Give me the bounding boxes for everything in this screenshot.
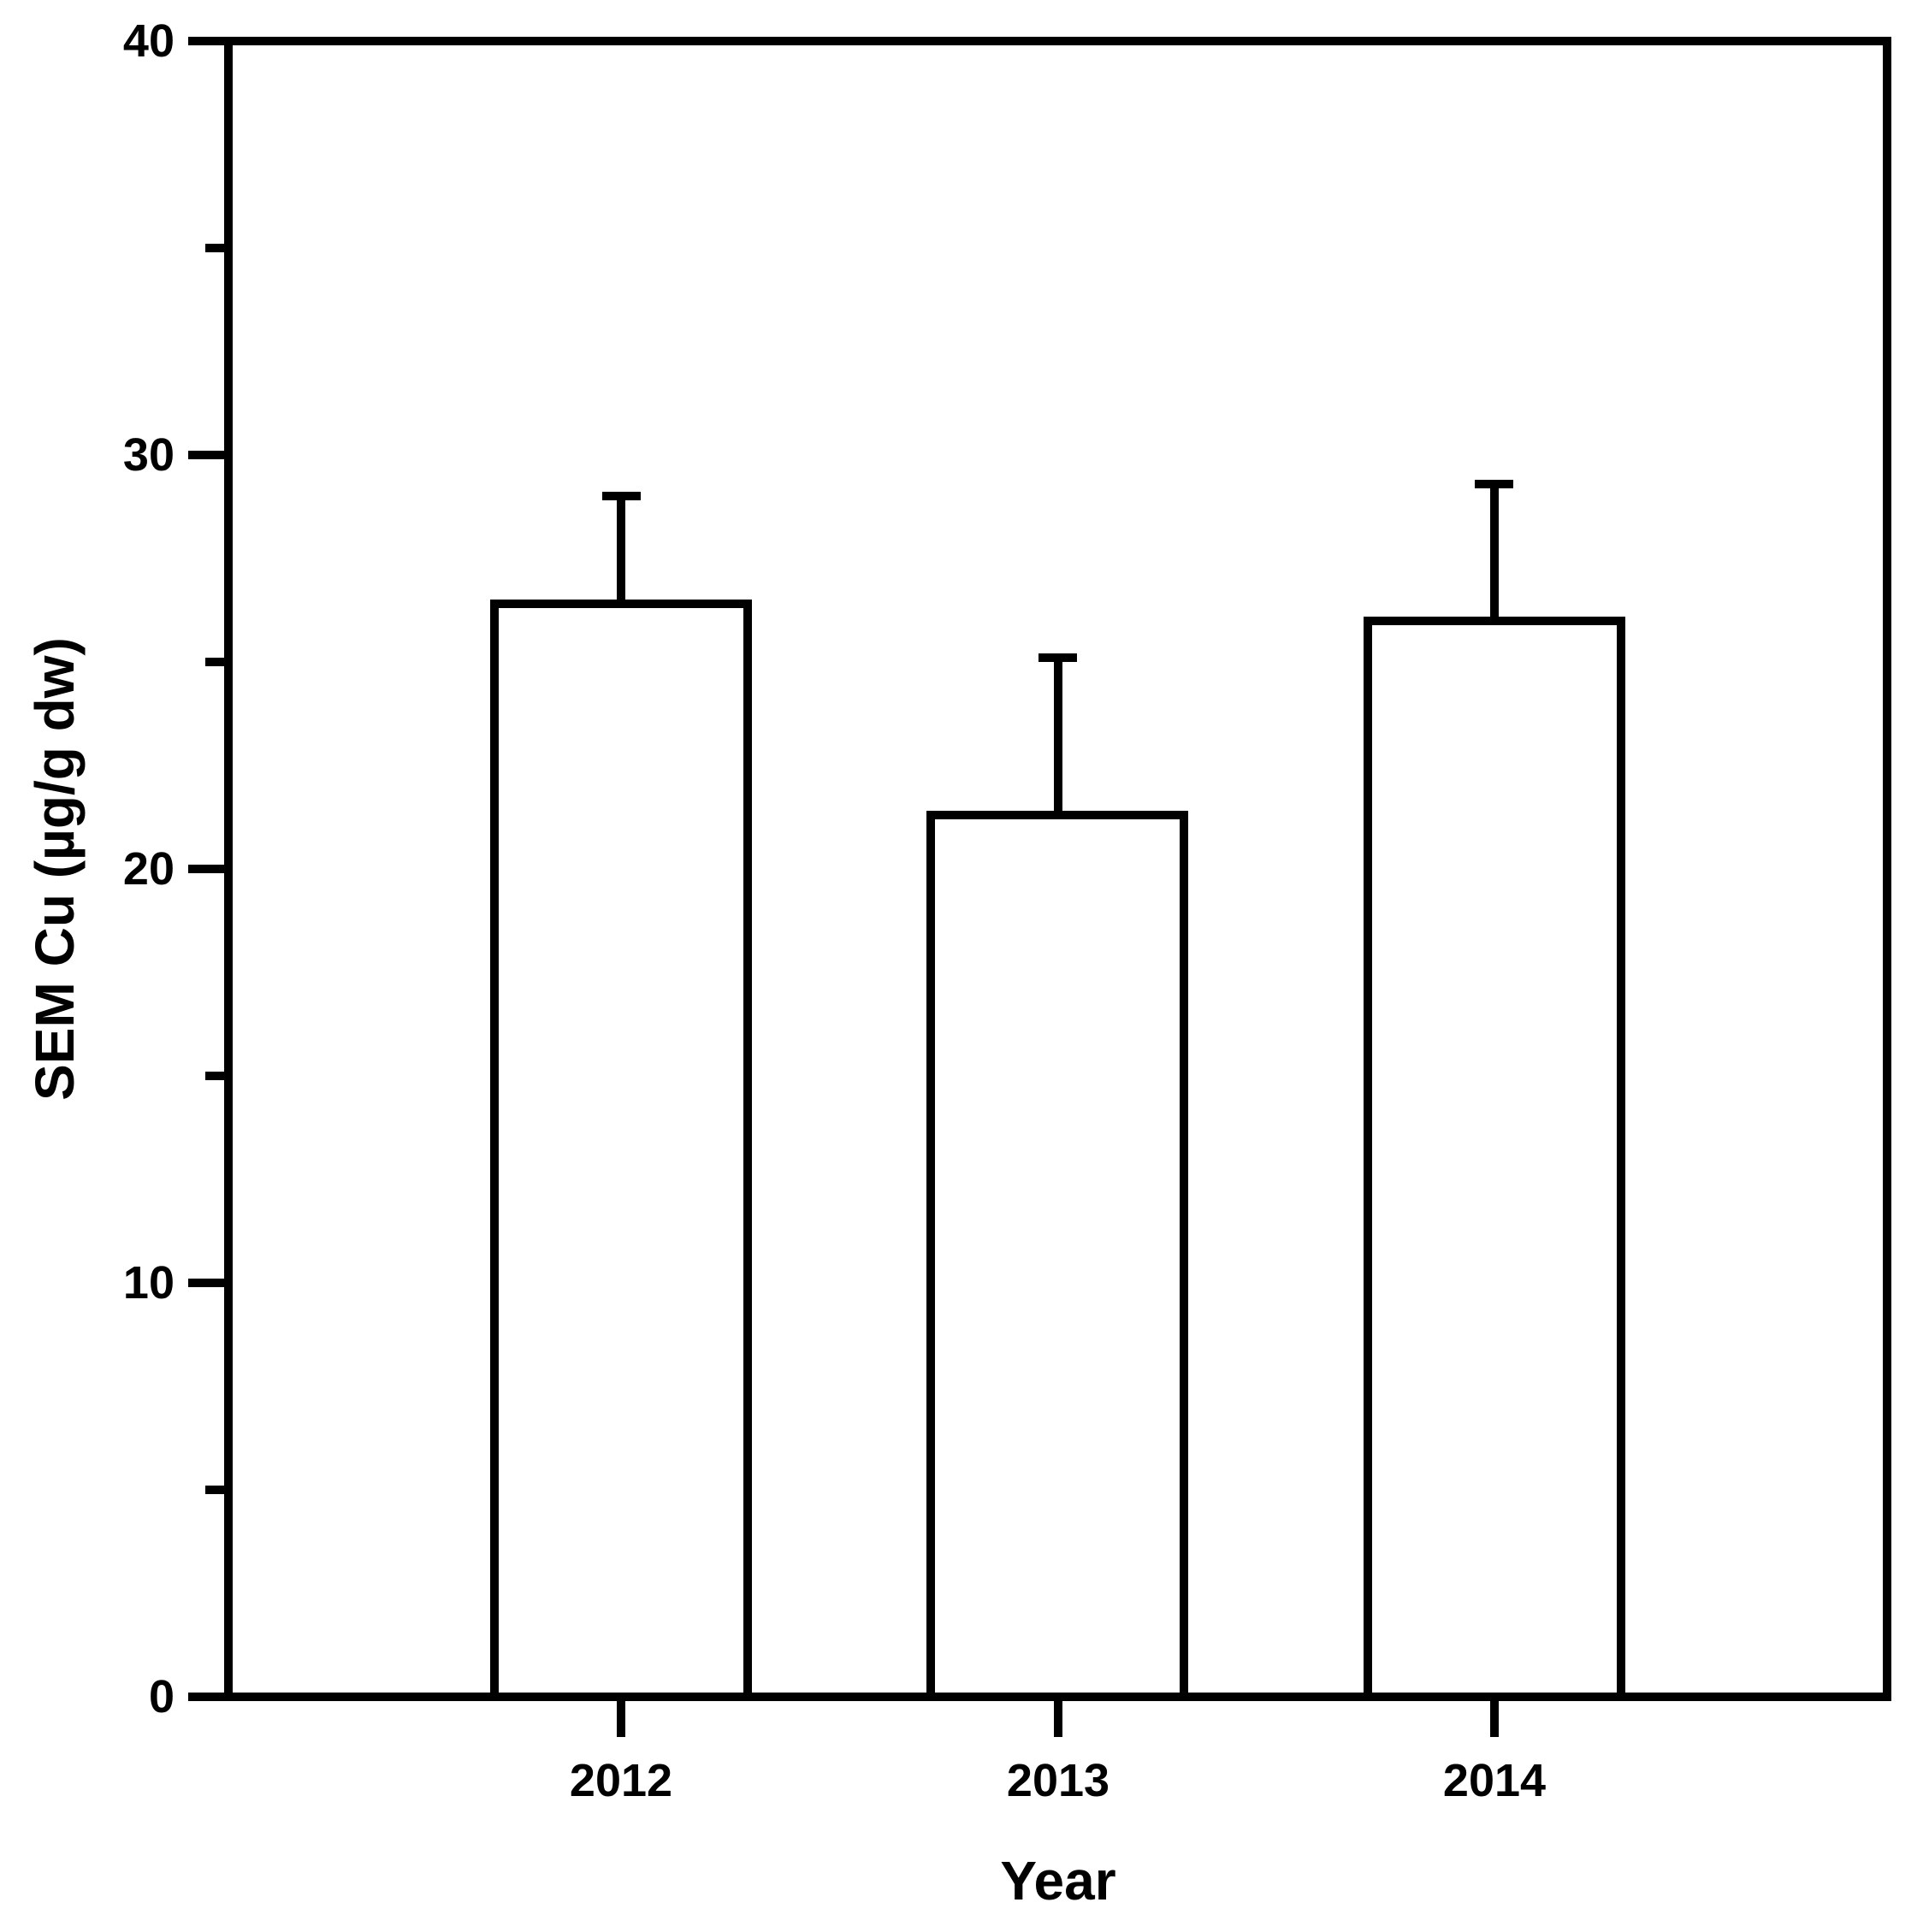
y-major-tick-0 <box>188 1693 224 1701</box>
x-tick-2012 <box>617 1701 625 1737</box>
y-tick-label-20: 20 <box>122 843 175 895</box>
x-tick-label-2012: 2012 <box>569 1755 673 1806</box>
error-bar-cap-2014 <box>1475 480 1513 488</box>
error-bar-cap-2013 <box>1038 653 1077 662</box>
y-major-tick-40 <box>188 37 224 45</box>
error-bar-stem-2014 <box>1490 484 1499 621</box>
y-minor-tick-15 <box>205 1072 224 1080</box>
x-tick-2013 <box>1054 1701 1062 1737</box>
error-bar-stem-2013 <box>1054 658 1062 815</box>
x-axis-title: Year <box>1000 1850 1116 1911</box>
y-major-tick-10 <box>188 1279 224 1287</box>
y-minor-tick-5 <box>205 1486 224 1494</box>
y-tick-label-0: 0 <box>148 1671 175 1722</box>
y-minor-tick-25 <box>205 658 224 666</box>
error-bar-stem-2012 <box>617 496 625 604</box>
y-tick-label-30: 30 <box>122 429 175 481</box>
x-tick-label-2013: 2013 <box>1006 1755 1110 1806</box>
x-tick-label-2014: 2014 <box>1442 1755 1547 1806</box>
bar-2012 <box>490 600 752 1701</box>
y-tick-label-40: 40 <box>122 15 175 67</box>
x-tick-2014 <box>1490 1701 1499 1737</box>
error-bar-cap-2012 <box>602 492 641 500</box>
y-major-tick-30 <box>188 451 224 459</box>
y-minor-tick-35 <box>205 244 224 252</box>
y-major-tick-20 <box>188 865 224 873</box>
bar-2013 <box>926 811 1188 1701</box>
y-tick-label-10: 10 <box>122 1257 175 1309</box>
bar-2014 <box>1364 617 1625 1701</box>
